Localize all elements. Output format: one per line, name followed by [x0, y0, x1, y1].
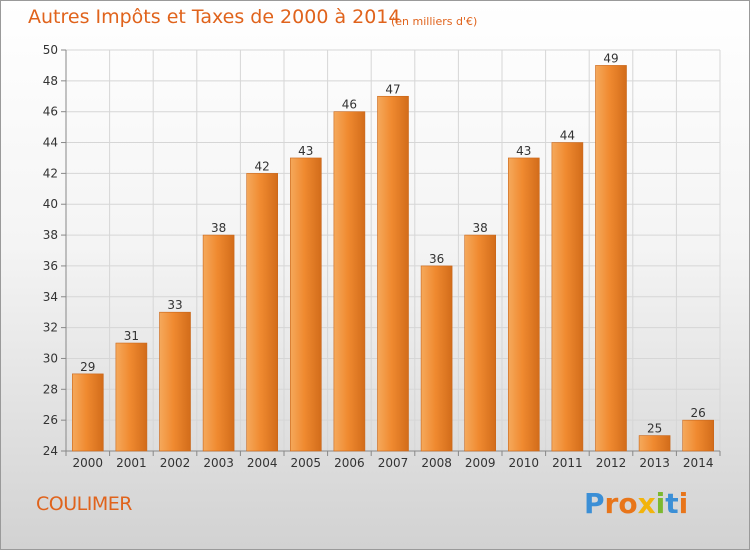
- x-tick-label: 2002: [160, 456, 191, 470]
- y-tick-label: 38: [43, 228, 58, 242]
- value-label: 29: [80, 360, 95, 374]
- y-tick-label: 34: [43, 290, 58, 304]
- bar-2006: [333, 111, 366, 452]
- value-label: 43: [298, 144, 313, 158]
- y-tick-label: 50: [43, 43, 58, 57]
- y-tick-label: 42: [43, 166, 58, 180]
- value-label: 33: [167, 298, 182, 312]
- logo-letter: o: [618, 487, 638, 520]
- bar-2002: [159, 311, 191, 452]
- logo-letter: i: [678, 487, 689, 520]
- bar-2011: [551, 142, 584, 452]
- x-tick-label: 2011: [552, 456, 583, 470]
- chart-subtitle: (en milliers d'€): [391, 15, 478, 28]
- value-label: 36: [429, 252, 444, 266]
- y-tick-label: 24: [43, 444, 58, 458]
- y-tick-label: 48: [43, 74, 58, 88]
- y-tick-label: 28: [43, 382, 58, 396]
- value-label: 25: [647, 422, 662, 436]
- value-label: 31: [124, 329, 139, 343]
- bar-2000: [72, 373, 104, 452]
- logo-letter: x: [637, 487, 656, 520]
- x-tick-label: 2004: [247, 456, 278, 470]
- y-tick-label: 40: [43, 197, 58, 211]
- y-tick-label: 30: [43, 351, 58, 365]
- bar-2012: [595, 65, 627, 452]
- value-label: 47: [385, 82, 400, 96]
- x-tick-label: 2006: [334, 456, 365, 470]
- value-label: 26: [691, 406, 706, 420]
- bar-2001: [115, 342, 148, 452]
- bar-2007: [377, 95, 409, 452]
- logo-letter: r: [604, 487, 619, 520]
- bar-2009: [464, 234, 497, 452]
- x-tick-label: 2007: [378, 456, 409, 470]
- y-tick-label: 32: [43, 321, 58, 335]
- value-label: 44: [560, 129, 575, 143]
- x-tick-label: 2014: [683, 456, 714, 470]
- chart-title: Autres Impôts et Taxes de 2000 à 2014: [28, 6, 401, 28]
- x-tick-label: 2013: [639, 456, 670, 470]
- bar-2004: [246, 173, 278, 452]
- value-label: 49: [603, 51, 618, 65]
- value-label: 38: [211, 221, 226, 235]
- logo-letter: t: [665, 487, 679, 520]
- bar-2005: [289, 157, 322, 452]
- value-label: 46: [342, 98, 357, 112]
- proxiti-logo: Proxiti: [584, 487, 688, 520]
- logo-letter: P: [584, 487, 605, 520]
- value-label: 38: [473, 221, 488, 235]
- x-tick-label: 2003: [203, 456, 234, 470]
- bar-2013: [638, 435, 671, 452]
- bar-2014: [682, 419, 715, 452]
- bar-2010: [507, 157, 540, 452]
- x-tick-label: 2012: [596, 456, 627, 470]
- y-tick-label: 36: [43, 259, 58, 273]
- x-tick-label: 2008: [421, 456, 452, 470]
- x-tick-label: 2000: [73, 456, 104, 470]
- location-name: COULIMER: [36, 493, 132, 515]
- x-tick-label: 2001: [116, 456, 147, 470]
- bar-2008: [420, 265, 453, 452]
- x-tick-label: 2010: [509, 456, 540, 470]
- x-tick-label: 2005: [291, 456, 322, 470]
- y-tick-label: 46: [43, 105, 58, 119]
- x-tick-label: 2009: [465, 456, 496, 470]
- y-tick-label: 26: [43, 413, 58, 427]
- logo-letter: i: [655, 487, 666, 520]
- value-label: 42: [255, 159, 270, 173]
- y-tick-label: 44: [43, 136, 58, 150]
- value-label: 43: [516, 144, 531, 158]
- bar-2003: [202, 234, 235, 452]
